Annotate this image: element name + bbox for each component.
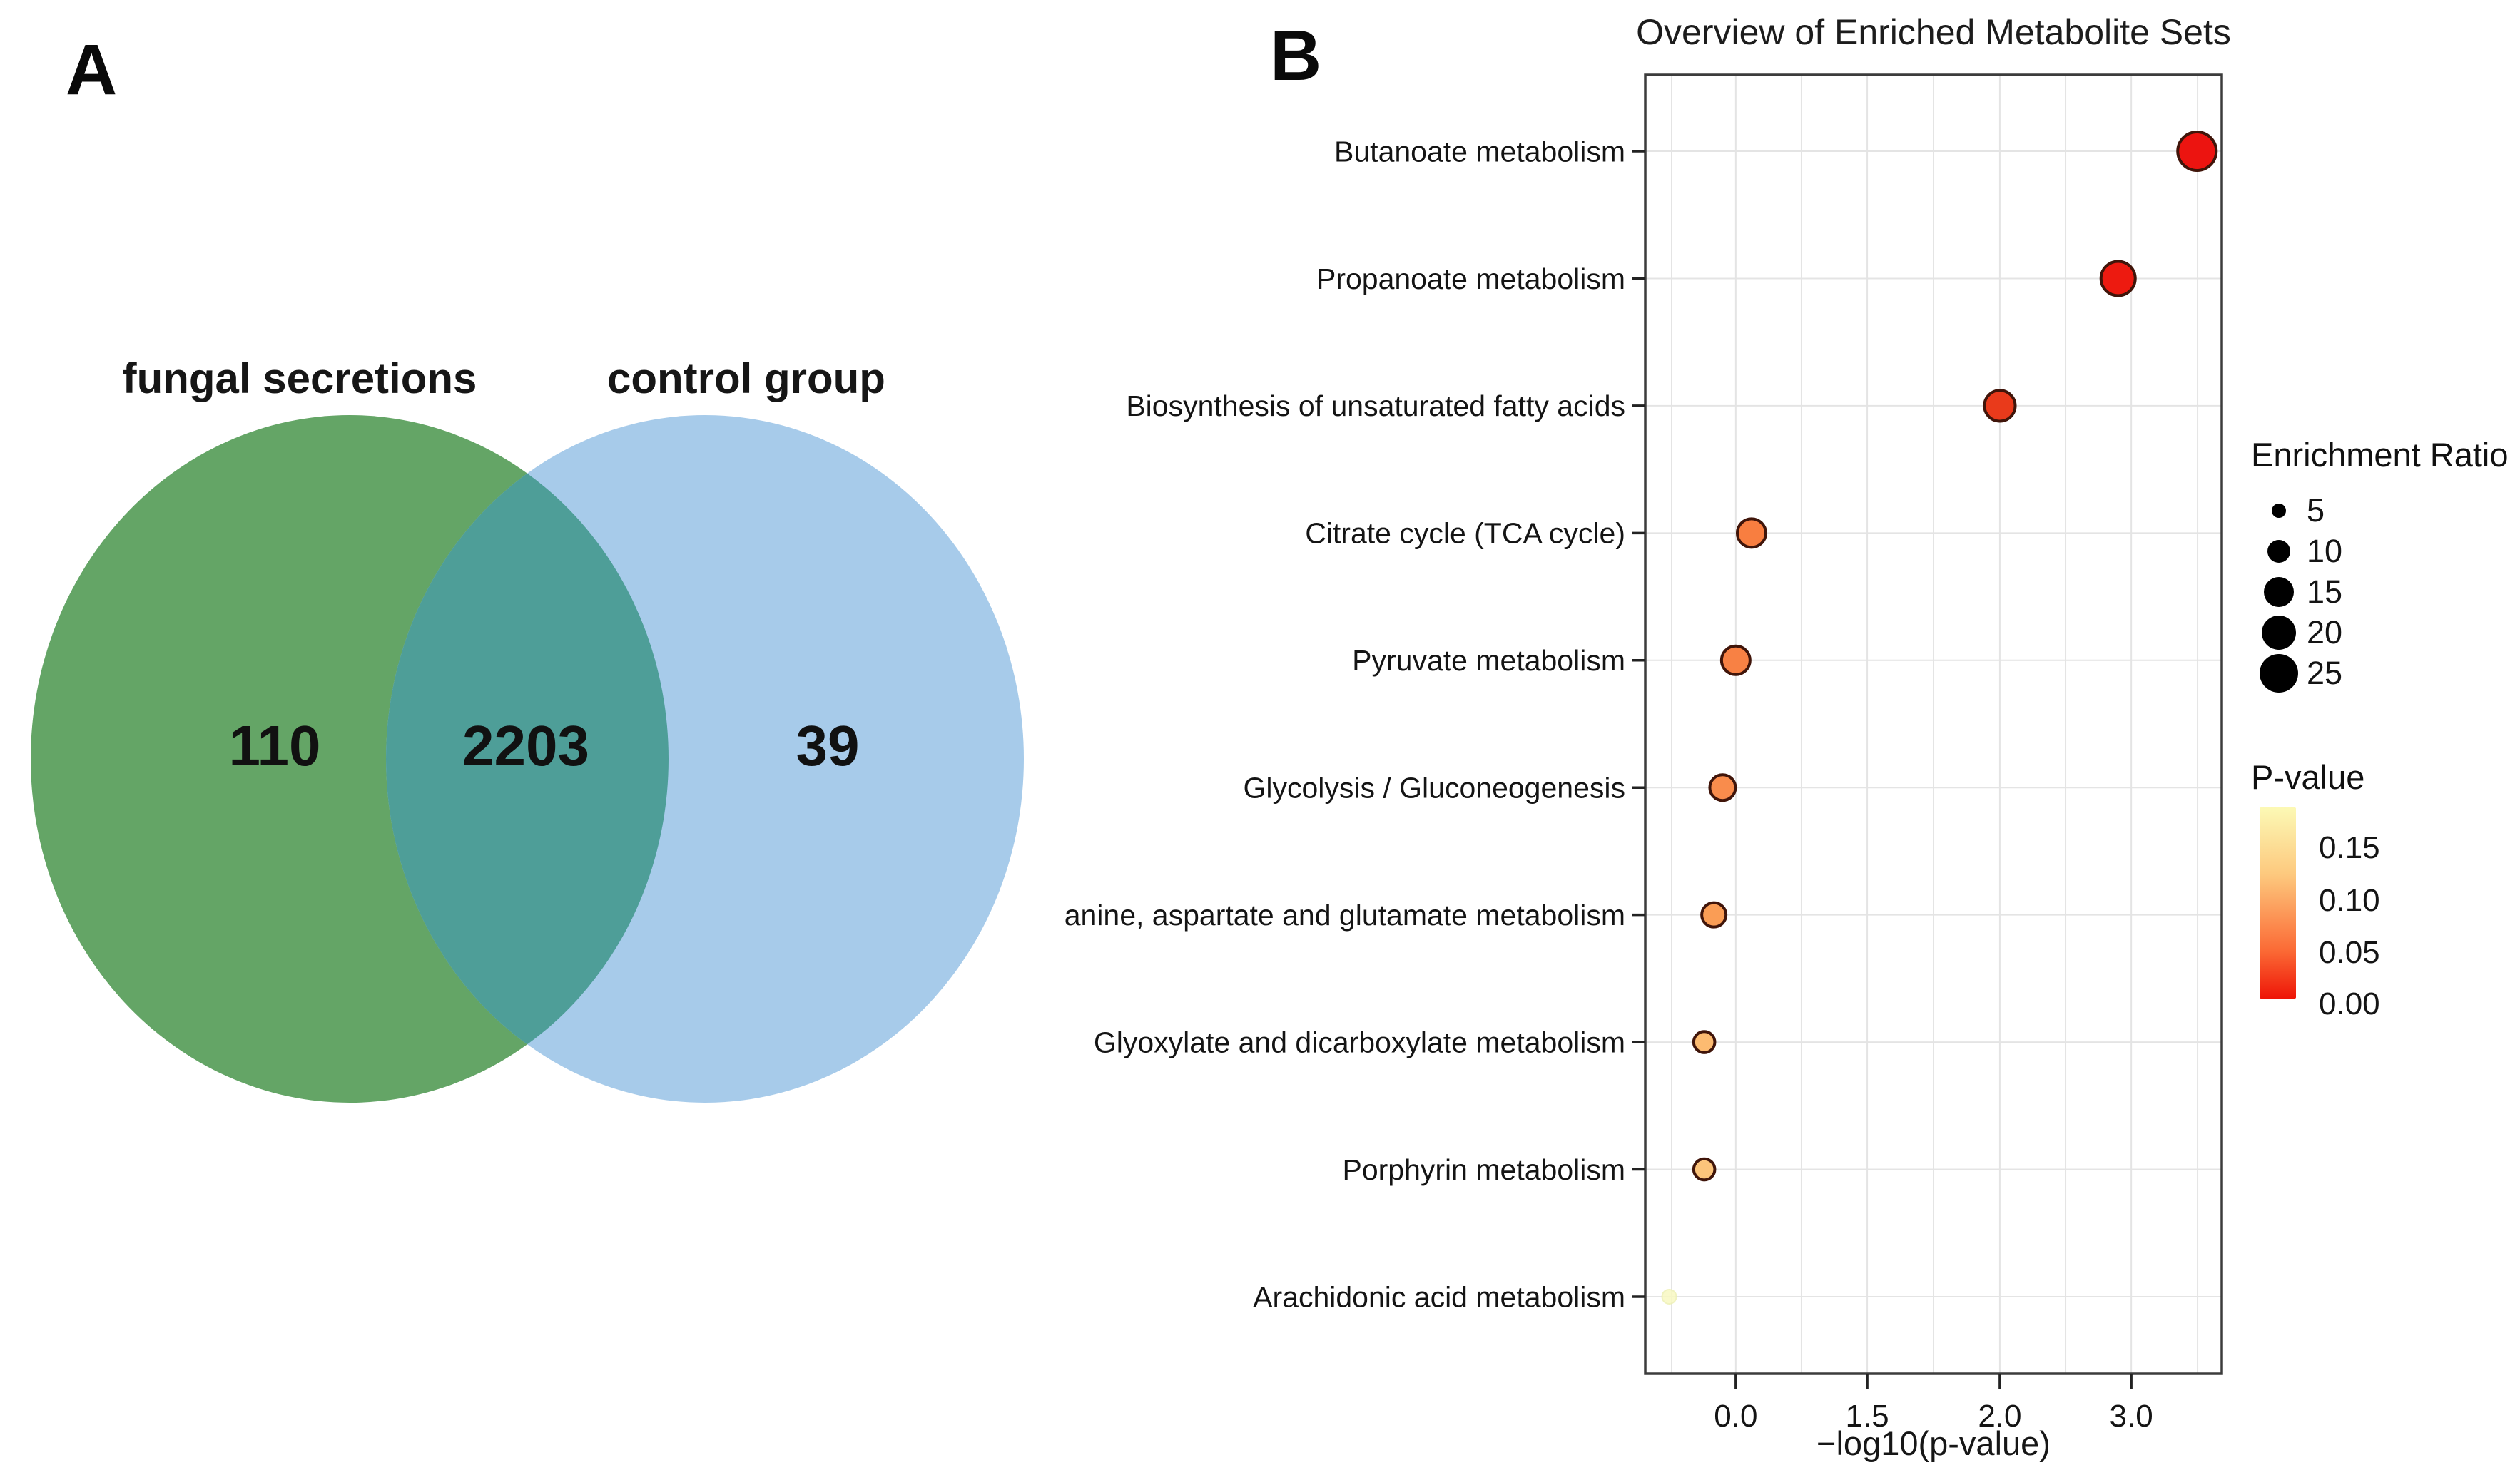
y-axis-label: Glyoxylate and dicarboxylate metabolism [1094, 1026, 1625, 1058]
p-value-tick-label: 0.15 [2319, 830, 2380, 865]
legend-size-dot [2267, 539, 2290, 563]
legend-size-row: 15 [2251, 571, 2520, 612]
plot-border [1644, 73, 2223, 1375]
data-bubble [2176, 131, 2218, 172]
legend-dot-cell [2251, 503, 2307, 518]
venn-left-count: 110 [228, 714, 321, 777]
enrichment-ratio-legend-rows: 5 10 15 20 25 [2251, 490, 2520, 693]
legend-dot-cell [2251, 615, 2307, 650]
y-axis-label: Butanoate metabolism [1334, 135, 1625, 168]
panel-b-letter: B [1270, 16, 1322, 96]
legend-size-row: 20 [2251, 612, 2520, 653]
legend-size-dot [2260, 653, 2298, 693]
data-bubble [1692, 1157, 1717, 1182]
data-bubble [1661, 1288, 1677, 1305]
data-bubble [1708, 773, 1737, 802]
legend-size-dot [2272, 503, 2286, 518]
p-value-gradient-bar [2260, 807, 2296, 999]
data-bubble [1692, 1030, 1717, 1054]
legend-size-label: 5 [2307, 491, 2325, 529]
y-axis-label: Biosynthesis of unsaturated fatty acids [1126, 389, 1625, 422]
venn-diagram [31, 415, 1024, 1103]
p-value-legend: P-value 0.15 0.10 0.05 0.00 [2251, 757, 2520, 1057]
x-axis-tick-label: 3.0 [2110, 1399, 2153, 1434]
legend-size-row: 5 [2251, 490, 2520, 531]
y-axis-label: Arachidonic acid metabolism [1253, 1280, 1625, 1313]
venn-left-set-title: fungal secretions [122, 354, 477, 402]
data-bubble [1983, 389, 2017, 423]
venn-right-count: 39 [796, 714, 860, 777]
chart-title: Overview of Enriched Metabolite Sets [1636, 12, 2231, 52]
enrichment-ratio-legend-title: Enrichment Ratio [2251, 436, 2509, 474]
x-axis-tick-label: 1.5 [1845, 1399, 1889, 1434]
p-value-legend-title: P-value [2251, 758, 2365, 796]
x-axis-tick-label: 2.0 [1978, 1399, 2021, 1434]
p-value-tick-label: 0.00 [2319, 986, 2380, 1021]
legend-size-label: 25 [2307, 654, 2343, 691]
data-bubble [1735, 517, 1767, 549]
y-axis-label: anine, aspartate and glutamate metabolis… [1065, 899, 1625, 932]
y-axis-label: Propanoate metabolism [1316, 262, 1625, 295]
legend-size-label: 10 [2307, 532, 2343, 569]
panel-a-letter: A [66, 30, 118, 110]
data-bubble [1700, 901, 1728, 929]
legend-dot-cell [2251, 576, 2307, 607]
legend-size-row: 10 [2251, 531, 2520, 571]
p-value-tick-label: 0.10 [2319, 883, 2380, 918]
legend-dot-cell [2251, 539, 2307, 563]
legend-size-row: 25 [2251, 653, 2520, 693]
legend-size-dot [2262, 615, 2296, 650]
data-bubble [1719, 644, 1752, 676]
enrichment-ratio-legend: Enrichment Ratio 5 10 15 20 25 [2251, 435, 2520, 693]
y-axis-label: Glycolysis / Gluconeogenesis [1243, 772, 1625, 805]
legend-size-dot [2264, 576, 2294, 607]
y-axis-label: Pyruvate metabolism [1352, 644, 1625, 677]
x-axis-tick-label: 0.0 [1714, 1399, 1757, 1434]
venn-right-set-title: control group [607, 354, 885, 402]
legend-size-label: 20 [2307, 613, 2343, 650]
venn-intersection [386, 415, 669, 1103]
legend-dot-cell [2251, 653, 2307, 693]
data-bubble [2099, 260, 2137, 297]
x-axis-title: −log10(p-value) [1817, 1424, 2051, 1462]
venn-intersection-count: 2203 [462, 714, 589, 777]
y-axis-label: Citrate cycle (TCA cycle) [1305, 517, 1625, 550]
y-axis-label: Porphyrin metabolism [1343, 1153, 1626, 1186]
p-value-tick-label: 0.05 [2319, 935, 2380, 970]
legend-size-label: 15 [2307, 573, 2343, 610]
